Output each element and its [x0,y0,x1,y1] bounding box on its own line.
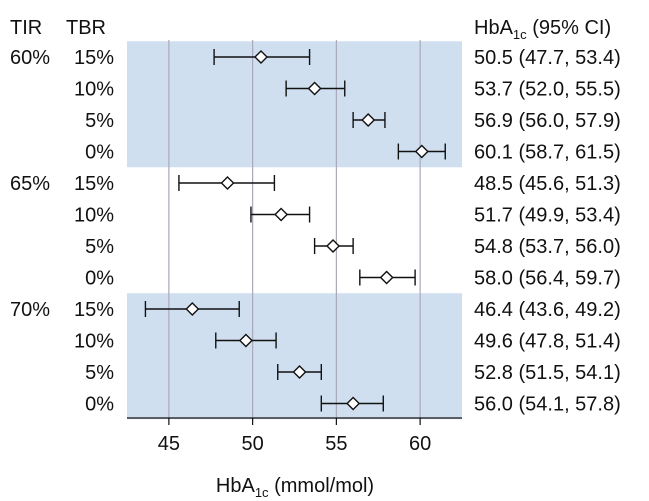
shaded-bands [127,41,462,420]
estimate-marker [254,50,268,64]
ci-value-text: 49.6 (47.8, 51.4) [474,331,621,353]
ci-header-main: HbA [474,17,514,39]
estimate-marker [274,207,289,222]
xlabel-sub: 1c [255,485,269,500]
estimate-marker [361,113,376,127]
tbr-label: 5% [85,110,114,132]
estimate-marker [379,270,394,285]
ci-value-text: 48.5 (45.6, 51.3) [474,173,621,195]
tbr-label: 15% [74,299,114,321]
ci-value-text: 51.7 (49.9, 53.4) [474,205,621,227]
ci-value-text: 56.9 (56.0, 57.9) [474,110,621,132]
ci-value-text: 53.7 (52.0, 55.5) [474,79,621,101]
x-tick-label: 55 [325,433,347,455]
ci-value-text: 60.1 (58.7, 61.5) [474,142,621,164]
estimate-marker [238,333,253,348]
ci-header-sub: 1c [513,27,527,42]
tir-column-header: TIR [10,17,42,39]
tir-label: 65% [10,173,50,195]
ci-value-text: 56.0 (54.1, 57.8) [474,394,621,416]
tir-label: 60% [10,47,50,69]
ci-value-text: 46.4 (43.6, 49.2) [474,299,621,321]
tbr-label: 0% [85,268,114,290]
band-group-70 [127,293,462,420]
x-axis-label: HbA1c (mmol/mol) [216,475,374,500]
tbr-label: 10% [74,331,114,353]
estimate-marker [185,302,200,316]
estimate-markers [185,50,429,411]
ci-header-rest: (95% CI) [527,17,611,39]
ci-value-text: 50.5 (47.7, 53.4) [474,47,621,69]
estimate-marker [292,365,307,379]
band-group-60 [127,41,462,168]
xlabel-main: HbA [216,475,256,497]
x-tick-label: 45 [158,433,180,455]
tbr-label: 0% [85,394,114,416]
ci-value-text: 54.8 (53.7, 56.0) [474,236,621,258]
x-tick-label: 50 [242,433,264,455]
tbr-label: 10% [74,205,114,227]
ci-column-header: HbA1c (95% CI) [474,17,611,42]
grid-lines [168,40,421,418]
xlabel-rest: (mmol/mol) [269,475,375,497]
estimate-marker [326,239,341,253]
tbr-label: 5% [85,362,114,384]
ci-text-column: 50.5 (47.7, 53.4) 53.7 (52.0, 55.5) 56.9 (… [474,47,621,416]
x-tick-label: 60 [409,433,431,455]
tbr-label: 5% [85,236,114,258]
row-labels: 60% 15% 10% 5% 0% 65% 15% 10% 5% 0% 70% 15% 10% 5% 0% [10,47,114,416]
estimate-marker [346,396,361,411]
estimate-marker [414,144,429,159]
tbr-label: 15% [74,173,114,195]
tbr-label: 10% [74,79,114,101]
estimate-marker [220,176,235,190]
ci-value-text: 58.0 (56.4, 59.7) [474,268,621,290]
tbr-label: 0% [85,142,114,164]
ci-value-text: 52.8 (51.5, 54.1) [474,362,621,384]
x-axis: 45 50 55 60 [127,417,462,455]
tbr-column-header: TBR [66,17,106,39]
tir-label: 70% [10,299,50,321]
tbr-label: 15% [74,47,114,69]
estimate-marker [307,81,322,96]
